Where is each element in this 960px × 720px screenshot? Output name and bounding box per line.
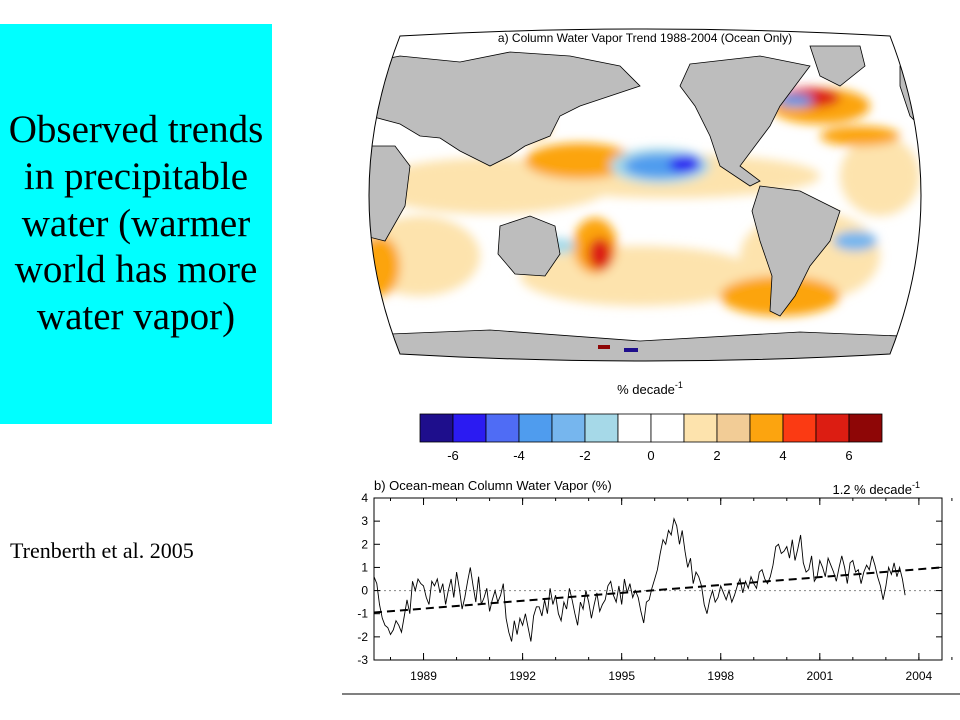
colorbar-ticks: -6 -4 -2 0 2 4 6 (447, 448, 852, 463)
timeseries-title: b) Ocean-mean Column Water Vapor (%) (374, 478, 612, 493)
colorbar-cells (419, 413, 883, 443)
title-box: Observed trends in precipitable water (w… (0, 24, 272, 424)
plot-frame (373, 497, 943, 661)
colorbar-cell (485, 413, 520, 443)
x-tick-label: 1998 (707, 669, 734, 683)
colorbar-cell (584, 413, 619, 443)
map-title: a) Column Water Vapor Trend 1988-2004 (O… (498, 31, 792, 45)
ocean-mean-timeseries: b) Ocean-mean Column Water Vapor (%) 1.2… (342, 478, 960, 695)
colorbar-tick-label: -4 (513, 448, 525, 463)
y-tick-label: 1 (361, 560, 368, 574)
colorbar-cell (650, 413, 685, 443)
colorbar-cell (551, 413, 586, 443)
series-line (373, 517, 906, 642)
colorbar-tick-label: 0 (647, 448, 654, 463)
x-tick-label: 1989 (410, 669, 437, 683)
colorbar-cell (848, 413, 883, 443)
y-tick-label: 2 (361, 537, 368, 551)
colorbar-cell (518, 413, 553, 443)
y-tick-label: 0 (361, 584, 368, 598)
x-tick-label: 2001 (806, 669, 833, 683)
y-tick-label: 3 (361, 514, 368, 528)
colorbar-tick-label: 2 (713, 448, 720, 463)
colorbar-cell (782, 413, 817, 443)
colorbar-tick-label: 4 (779, 448, 786, 463)
trend-map: a) Column Water Vapor Trend 1988-2004 (O… (368, 28, 922, 362)
colorbar-cell (617, 413, 652, 443)
y-tick-label: -1 (357, 607, 368, 621)
colorbar-tick-label: -2 (579, 448, 591, 463)
colorbar: % decade-1 -6 -4 -2 0 2 4 6 (419, 380, 883, 463)
colorbar-tick-label: 6 (845, 448, 852, 463)
colorbar-cell (815, 413, 850, 443)
colorbar-cell (419, 413, 454, 443)
colorbar-cell (749, 413, 784, 443)
citation: Trenberth et al. 2005 (10, 538, 194, 563)
trend-line (373, 566, 943, 614)
slide-title: Observed trends in precipitable water (w… (8, 108, 264, 339)
colorbar-cell (683, 413, 718, 443)
timeseries-plot: -3 -2 -1 0 1 2 3 4 1989 1992 1995 1998 2001 2004 (342, 491, 960, 695)
colorbar-tick-label: -6 (447, 448, 459, 463)
x-tick-label: 1995 (608, 669, 635, 683)
y-tick-label: 4 (361, 491, 368, 505)
colorbar-cell (716, 413, 751, 443)
trend-annotation: 1.2 % decade-1 (832, 480, 920, 497)
colorbar-label: % decade-1 (617, 380, 683, 397)
y-tick-label: -2 (357, 630, 368, 644)
y-tick-label: -3 (357, 653, 368, 667)
colorbar-cell (452, 413, 487, 443)
x-tick-label: 2004 (906, 669, 933, 683)
x-tick-label: 1992 (509, 669, 536, 683)
